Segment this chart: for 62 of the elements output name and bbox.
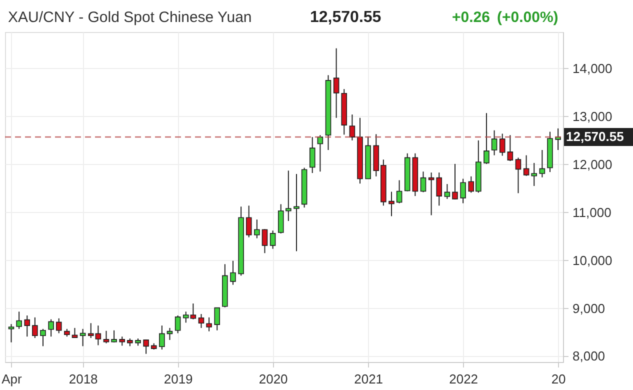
text: 12,570.55 bbox=[310, 9, 382, 26]
candlestick bbox=[515, 157, 522, 194]
y-tick-label: 11,000 bbox=[572, 204, 612, 220]
candlestick bbox=[40, 328, 46, 347]
y-tick-label: 13,000 bbox=[572, 108, 612, 124]
y-tick-label: 14,000 bbox=[572, 60, 612, 76]
candlestick bbox=[460, 178, 466, 204]
text: +0.26 bbox=[452, 9, 490, 26]
candlestick bbox=[119, 336, 126, 346]
candlestick bbox=[111, 330, 117, 343]
candlestick bbox=[523, 154, 530, 176]
candlestick bbox=[491, 130, 498, 156]
candlestick bbox=[396, 180, 402, 204]
y-tick-label: 10,000 bbox=[572, 252, 612, 268]
candlestick bbox=[48, 318, 54, 338]
candlestick bbox=[531, 162, 538, 186]
candlestick bbox=[230, 260, 236, 286]
x-tick-label: 2018 bbox=[68, 372, 98, 386]
candlestick bbox=[333, 48, 340, 118]
y-tick-label: 9,000 bbox=[572, 300, 606, 316]
candlestick bbox=[159, 325, 165, 350]
candlestick bbox=[254, 219, 260, 239]
candlestick bbox=[539, 149, 546, 178]
candlestick bbox=[484, 112, 490, 164]
candlestick bbox=[388, 191, 394, 217]
candlestick bbox=[420, 171, 426, 193]
candlestick bbox=[143, 338, 149, 354]
candlestick bbox=[246, 205, 252, 238]
y-tick-label: 8,000 bbox=[572, 348, 606, 364]
x-tick-label: 2021 bbox=[354, 372, 384, 386]
candlestick bbox=[24, 314, 30, 338]
candlestick bbox=[294, 173, 300, 252]
x-tick-label: 2019 bbox=[164, 372, 193, 386]
candlestick bbox=[206, 316, 212, 332]
x-tick-label: Apr bbox=[2, 372, 23, 386]
candlestick bbox=[80, 328, 86, 347]
candlestick bbox=[428, 172, 434, 216]
candlestick bbox=[444, 184, 450, 200]
candlestick bbox=[309, 136, 316, 174]
x-tick-label: 2022 bbox=[449, 372, 478, 386]
candlestick bbox=[56, 318, 62, 334]
chart-title: XAU/CNY - Gold Spot Chinese Yuan bbox=[8, 9, 252, 26]
candlestick bbox=[499, 133, 506, 156]
candlestick bbox=[436, 172, 442, 206]
candlestick bbox=[16, 311, 22, 330]
candlestick bbox=[270, 230, 276, 250]
text: (+0.00%) bbox=[497, 9, 558, 26]
candlestick bbox=[262, 228, 268, 254]
x-tick-label: 20 bbox=[551, 372, 566, 386]
candlestick bbox=[166, 327, 173, 340]
candlestick bbox=[349, 114, 356, 141]
candlestick bbox=[8, 324, 14, 343]
candlestick bbox=[174, 314, 181, 334]
candlestick bbox=[103, 330, 110, 344]
x-tick-label: 2020 bbox=[258, 372, 288, 386]
candlestick bbox=[32, 316, 38, 339]
candlestick bbox=[507, 134, 514, 162]
y-tick-label: 12,000 bbox=[572, 156, 612, 172]
candlestick bbox=[452, 163, 458, 200]
candlestick bbox=[198, 314, 204, 328]
candlestick bbox=[214, 307, 220, 331]
ref-line-label: 12,570.55 bbox=[566, 129, 624, 144]
